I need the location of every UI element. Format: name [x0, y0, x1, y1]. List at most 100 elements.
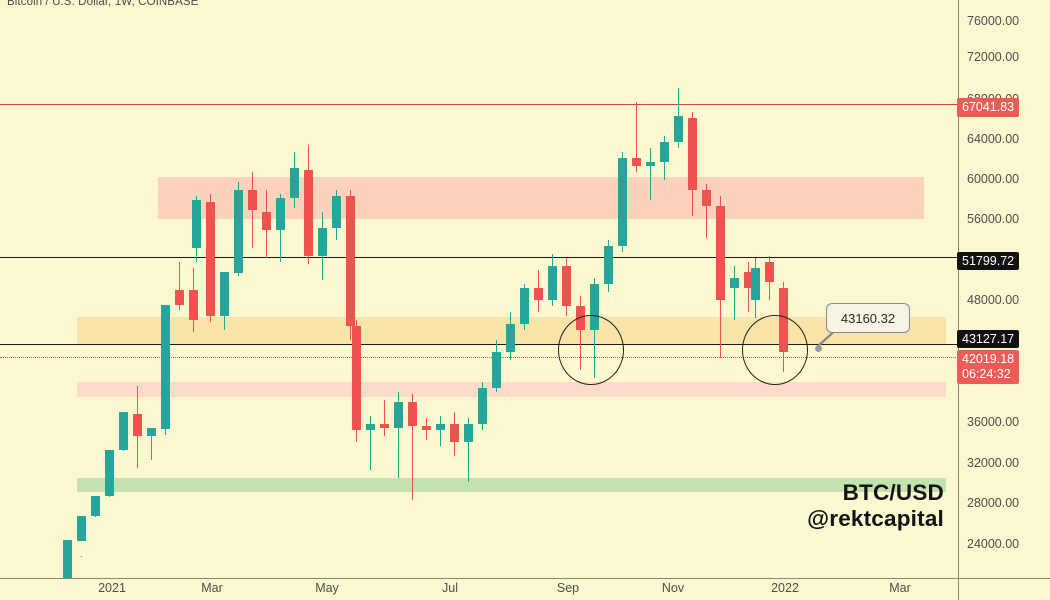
candle-body	[646, 162, 655, 166]
candle-body	[304, 170, 313, 256]
callout-anchor-dot	[815, 345, 822, 352]
candle-body	[189, 290, 198, 320]
candle-wick	[439, 416, 442, 446]
price-tick: 36000.00	[967, 415, 1020, 429]
price-tick: 24000.00	[967, 537, 1020, 551]
candle-wick	[383, 400, 386, 436]
time-tick: Jul	[442, 581, 458, 595]
candle-body	[436, 424, 445, 430]
candle-body	[133, 414, 142, 436]
candle-body	[161, 305, 170, 429]
price-badge-51799.72[interactable]: 51799.72	[957, 252, 1020, 270]
candle-wick	[705, 184, 708, 238]
last-price-badge[interactable]: 42019.18 06:24:32	[957, 350, 1020, 384]
candle-body	[234, 190, 243, 273]
candle-body	[520, 288, 529, 324]
candle-wick	[80, 556, 83, 557]
candle-body	[318, 228, 327, 256]
axis-corner	[958, 578, 959, 600]
candle-body	[63, 540, 72, 578]
candle-wick	[108, 496, 111, 497]
candle-body	[352, 326, 361, 430]
zone-lower-support-zone	[77, 382, 946, 397]
time-tick: Sep	[556, 581, 580, 595]
price-tick: 28000.00	[967, 496, 1020, 510]
candle-body	[506, 324, 515, 352]
candle-body	[77, 516, 86, 541]
watermark-handle: @rektcapital	[807, 505, 944, 531]
retest-circle-1	[558, 315, 624, 385]
candle-wick	[649, 148, 652, 200]
candle-body	[464, 424, 473, 442]
candle-body	[105, 450, 114, 496]
watermark-pair: BTC/USD	[842, 479, 944, 505]
candle-body	[660, 142, 669, 162]
candle-wick	[411, 394, 414, 500]
last-price-line	[0, 357, 958, 358]
last-price-countdown: 06:24:32	[962, 366, 1011, 381]
candle-body	[478, 388, 487, 424]
last-price-value: 42019.18	[962, 352, 1015, 366]
price-tick: 56000.00	[967, 212, 1020, 226]
price-tick: 32000.00	[967, 456, 1020, 470]
candle-wick	[122, 450, 125, 451]
candle-body	[632, 158, 641, 166]
candle-body	[548, 266, 557, 300]
price-badge-43127.17[interactable]: 43127.17	[957, 330, 1020, 348]
level-line-51799.72	[0, 257, 958, 258]
candle-body	[674, 116, 683, 142]
time-tick: Mar	[889, 581, 911, 595]
time-tick: 2021	[98, 581, 126, 595]
candle-body	[534, 288, 543, 300]
candle-body	[408, 402, 417, 426]
time-tick: May	[315, 581, 339, 595]
candle-body	[730, 278, 739, 288]
candle-wick	[150, 428, 153, 460]
retest-circle-2	[742, 315, 808, 385]
candle-body	[380, 424, 389, 428]
chart-pane[interactable]: Bitcoin / U.S. Dollar, 1W, COINBASE 4316…	[0, 0, 958, 578]
zone-upper-resistance-zone	[158, 177, 924, 219]
candle-body	[206, 202, 215, 316]
candle-body	[262, 212, 271, 230]
time-axis[interactable]: 2021 Mar May Jul Sep Nov 2022 Mar	[0, 578, 1050, 600]
candle-body	[590, 284, 599, 330]
candle-body	[618, 158, 627, 246]
price-tick: 48000.00	[967, 293, 1020, 307]
candle-body	[751, 268, 760, 300]
level-line-43127.17	[0, 344, 958, 345]
candle-body	[248, 190, 257, 210]
candle-body	[332, 196, 341, 228]
price-callout[interactable]: 43160.32	[826, 303, 910, 333]
price-axis[interactable]: 76000.0072000.0068000.0064000.0060000.00…	[957, 0, 1050, 578]
price-tick: 72000.00	[967, 50, 1020, 64]
candle-wick	[397, 392, 400, 478]
candle-body	[147, 428, 156, 436]
candle-wick	[94, 516, 97, 517]
candle-body	[422, 426, 431, 430]
candle-body	[276, 198, 285, 230]
candle-body	[765, 262, 774, 282]
chart-symbol-title: Bitcoin / U.S. Dollar, 1W, COINBASE	[7, 0, 199, 8]
candle-body	[394, 402, 403, 428]
candle-body	[290, 168, 299, 198]
price-badge-67041.83[interactable]: 67041.83	[957, 98, 1020, 117]
candle-body	[366, 424, 375, 430]
time-tick: Nov	[661, 581, 685, 595]
candle-wick	[467, 418, 470, 482]
candle-wick	[178, 262, 181, 310]
candle-body	[119, 412, 128, 450]
candle-body	[91, 496, 100, 516]
level-line-67041.83	[0, 104, 958, 105]
zone-accumulation-zone	[77, 478, 946, 492]
candle-body	[744, 272, 753, 288]
candle-body	[688, 118, 697, 190]
candle-wick	[635, 102, 638, 172]
candle-wick	[733, 266, 736, 320]
candle-wick	[369, 416, 372, 470]
candle-body	[562, 266, 571, 306]
time-tick: Mar	[201, 581, 223, 595]
candle-body	[604, 246, 613, 284]
candle-body	[450, 424, 459, 442]
